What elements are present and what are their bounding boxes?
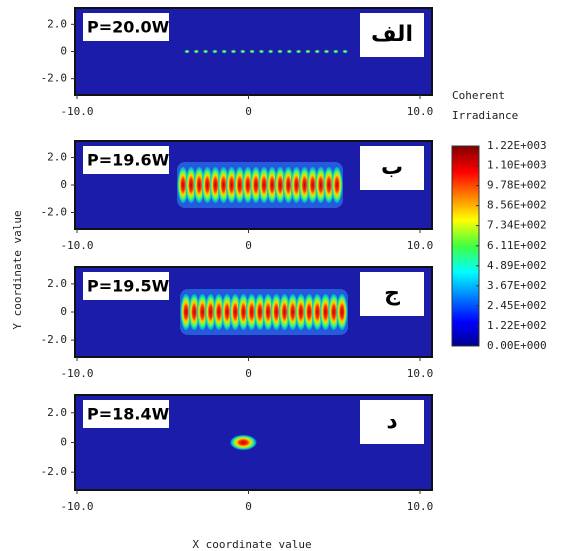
y-tick-label: 0 xyxy=(60,305,67,318)
beam-lobe xyxy=(331,165,343,205)
beam-lobe xyxy=(262,292,275,332)
x-tick-label: 10.0 xyxy=(407,239,434,252)
beam-lobe xyxy=(286,292,299,332)
x-axis-label: X coordinate value xyxy=(192,538,311,551)
colorbar xyxy=(451,145,480,347)
y-tick-label: 0 xyxy=(60,45,67,58)
colorbar-tick-label: 1.22E+002 xyxy=(487,319,547,332)
colorbar-tick-label: 7.34E+002 xyxy=(487,219,547,232)
panel-label-box xyxy=(360,400,424,444)
beam-spot xyxy=(202,49,209,54)
colorbar-tick-label: 1.22E+003 xyxy=(487,139,547,152)
beam-spot xyxy=(267,49,274,54)
annotation-box xyxy=(83,272,169,300)
colorbar-tick-label: 3.67E+002 xyxy=(487,279,547,292)
annotation-box xyxy=(83,146,169,174)
y-tick-label: 2.0 xyxy=(47,277,67,290)
beam-lobe xyxy=(229,292,242,332)
beam-lobe xyxy=(221,292,234,332)
colorbar-title: Irradiance xyxy=(452,109,518,122)
y-tick-label: 2.0 xyxy=(47,151,67,164)
beam-lobe xyxy=(311,292,324,332)
beam-spot xyxy=(295,49,302,54)
annotation-box xyxy=(83,13,169,41)
beam-lobe xyxy=(278,292,291,332)
y-tick-label: 2.0 xyxy=(47,406,67,419)
annotation: P=19.6W xyxy=(87,151,170,170)
beam-spot xyxy=(286,49,293,54)
beam-spot xyxy=(323,49,330,54)
beam-spot xyxy=(314,49,321,54)
panel-label-box xyxy=(360,13,424,57)
beam-lobe xyxy=(196,292,209,332)
beam-spot xyxy=(342,49,349,54)
x-tick-label: 0 xyxy=(245,105,252,118)
beam-lobe xyxy=(253,292,266,332)
x-tick-label: 10.0 xyxy=(407,367,434,380)
y-tick-label: -2.0 xyxy=(41,206,68,219)
panel-label: د xyxy=(386,409,397,434)
x-tick-label: -10.0 xyxy=(60,367,93,380)
beam-lobe xyxy=(237,292,250,332)
annotation: P=19.5W xyxy=(87,277,170,296)
beam-spot xyxy=(249,49,256,54)
panel-label: ج xyxy=(384,281,400,306)
beam-spot xyxy=(211,49,218,54)
x-tick-label: 10.0 xyxy=(407,500,434,513)
beam-spot xyxy=(230,49,237,54)
beam-lobe xyxy=(303,292,316,332)
panel-label-box xyxy=(360,146,424,190)
y-tick-label: -2.0 xyxy=(41,333,68,346)
colorbar-tick-label: 8.56E+002 xyxy=(487,199,547,212)
x-tick-label: 0 xyxy=(245,500,252,513)
beam-spot xyxy=(304,49,311,54)
x-tick-label: 10.0 xyxy=(407,105,434,118)
y-axis-label: Y coordinate value xyxy=(11,210,24,329)
colorbar-tick-label: 2.45E+002 xyxy=(487,299,547,312)
panel-label-box xyxy=(360,272,424,316)
beam-lobe xyxy=(180,292,192,332)
beam-lobe xyxy=(270,292,283,332)
annotation: P=18.4W xyxy=(87,405,170,424)
panel-label: ب xyxy=(381,155,403,180)
x-tick-label: -10.0 xyxy=(60,105,93,118)
y-tick-label: -2.0 xyxy=(41,72,68,85)
beam-spot xyxy=(277,49,283,54)
beam-lobe xyxy=(327,292,340,332)
colorbar-tick-label: 9.78E+002 xyxy=(487,179,547,192)
y-tick-label: 0 xyxy=(60,178,67,191)
beam-lobe xyxy=(294,292,307,332)
x-tick-label: 0 xyxy=(245,239,252,252)
beam-lobe xyxy=(212,292,225,332)
beam-spot xyxy=(239,49,246,54)
x-tick-label: 0 xyxy=(245,367,252,380)
x-tick-label: -10.0 xyxy=(60,500,93,513)
beam-spot xyxy=(258,49,265,54)
beam-lobe xyxy=(188,292,201,332)
colorbar-title: Coherent xyxy=(452,89,505,102)
beam-spot xyxy=(184,49,190,54)
y-tick-label: -2.0 xyxy=(41,465,68,478)
colorbar-tick-label: 0.00E+000 xyxy=(487,339,547,352)
beam-spot xyxy=(229,434,258,451)
colorbar-tick-label: 1.10E+003 xyxy=(487,159,547,172)
y-tick-label: 0 xyxy=(60,436,67,449)
colorbar-tick-label: 4.89E+002 xyxy=(487,259,547,272)
beam-lobe xyxy=(204,292,217,332)
annotation: P=20.0W xyxy=(87,18,170,37)
x-tick-label: -10.0 xyxy=(60,239,93,252)
beam-lobe xyxy=(319,292,332,332)
beam-spot xyxy=(221,49,228,54)
y-tick-label: 2.0 xyxy=(47,17,67,30)
annotation-box xyxy=(83,400,169,428)
beam-lobe xyxy=(336,292,348,332)
beam-spot xyxy=(332,49,339,54)
colorbar-tick-label: 6.11E+002 xyxy=(487,239,547,252)
beam-lobe xyxy=(245,292,258,332)
panel-label: الف xyxy=(371,22,413,47)
beam-spot xyxy=(193,49,200,54)
